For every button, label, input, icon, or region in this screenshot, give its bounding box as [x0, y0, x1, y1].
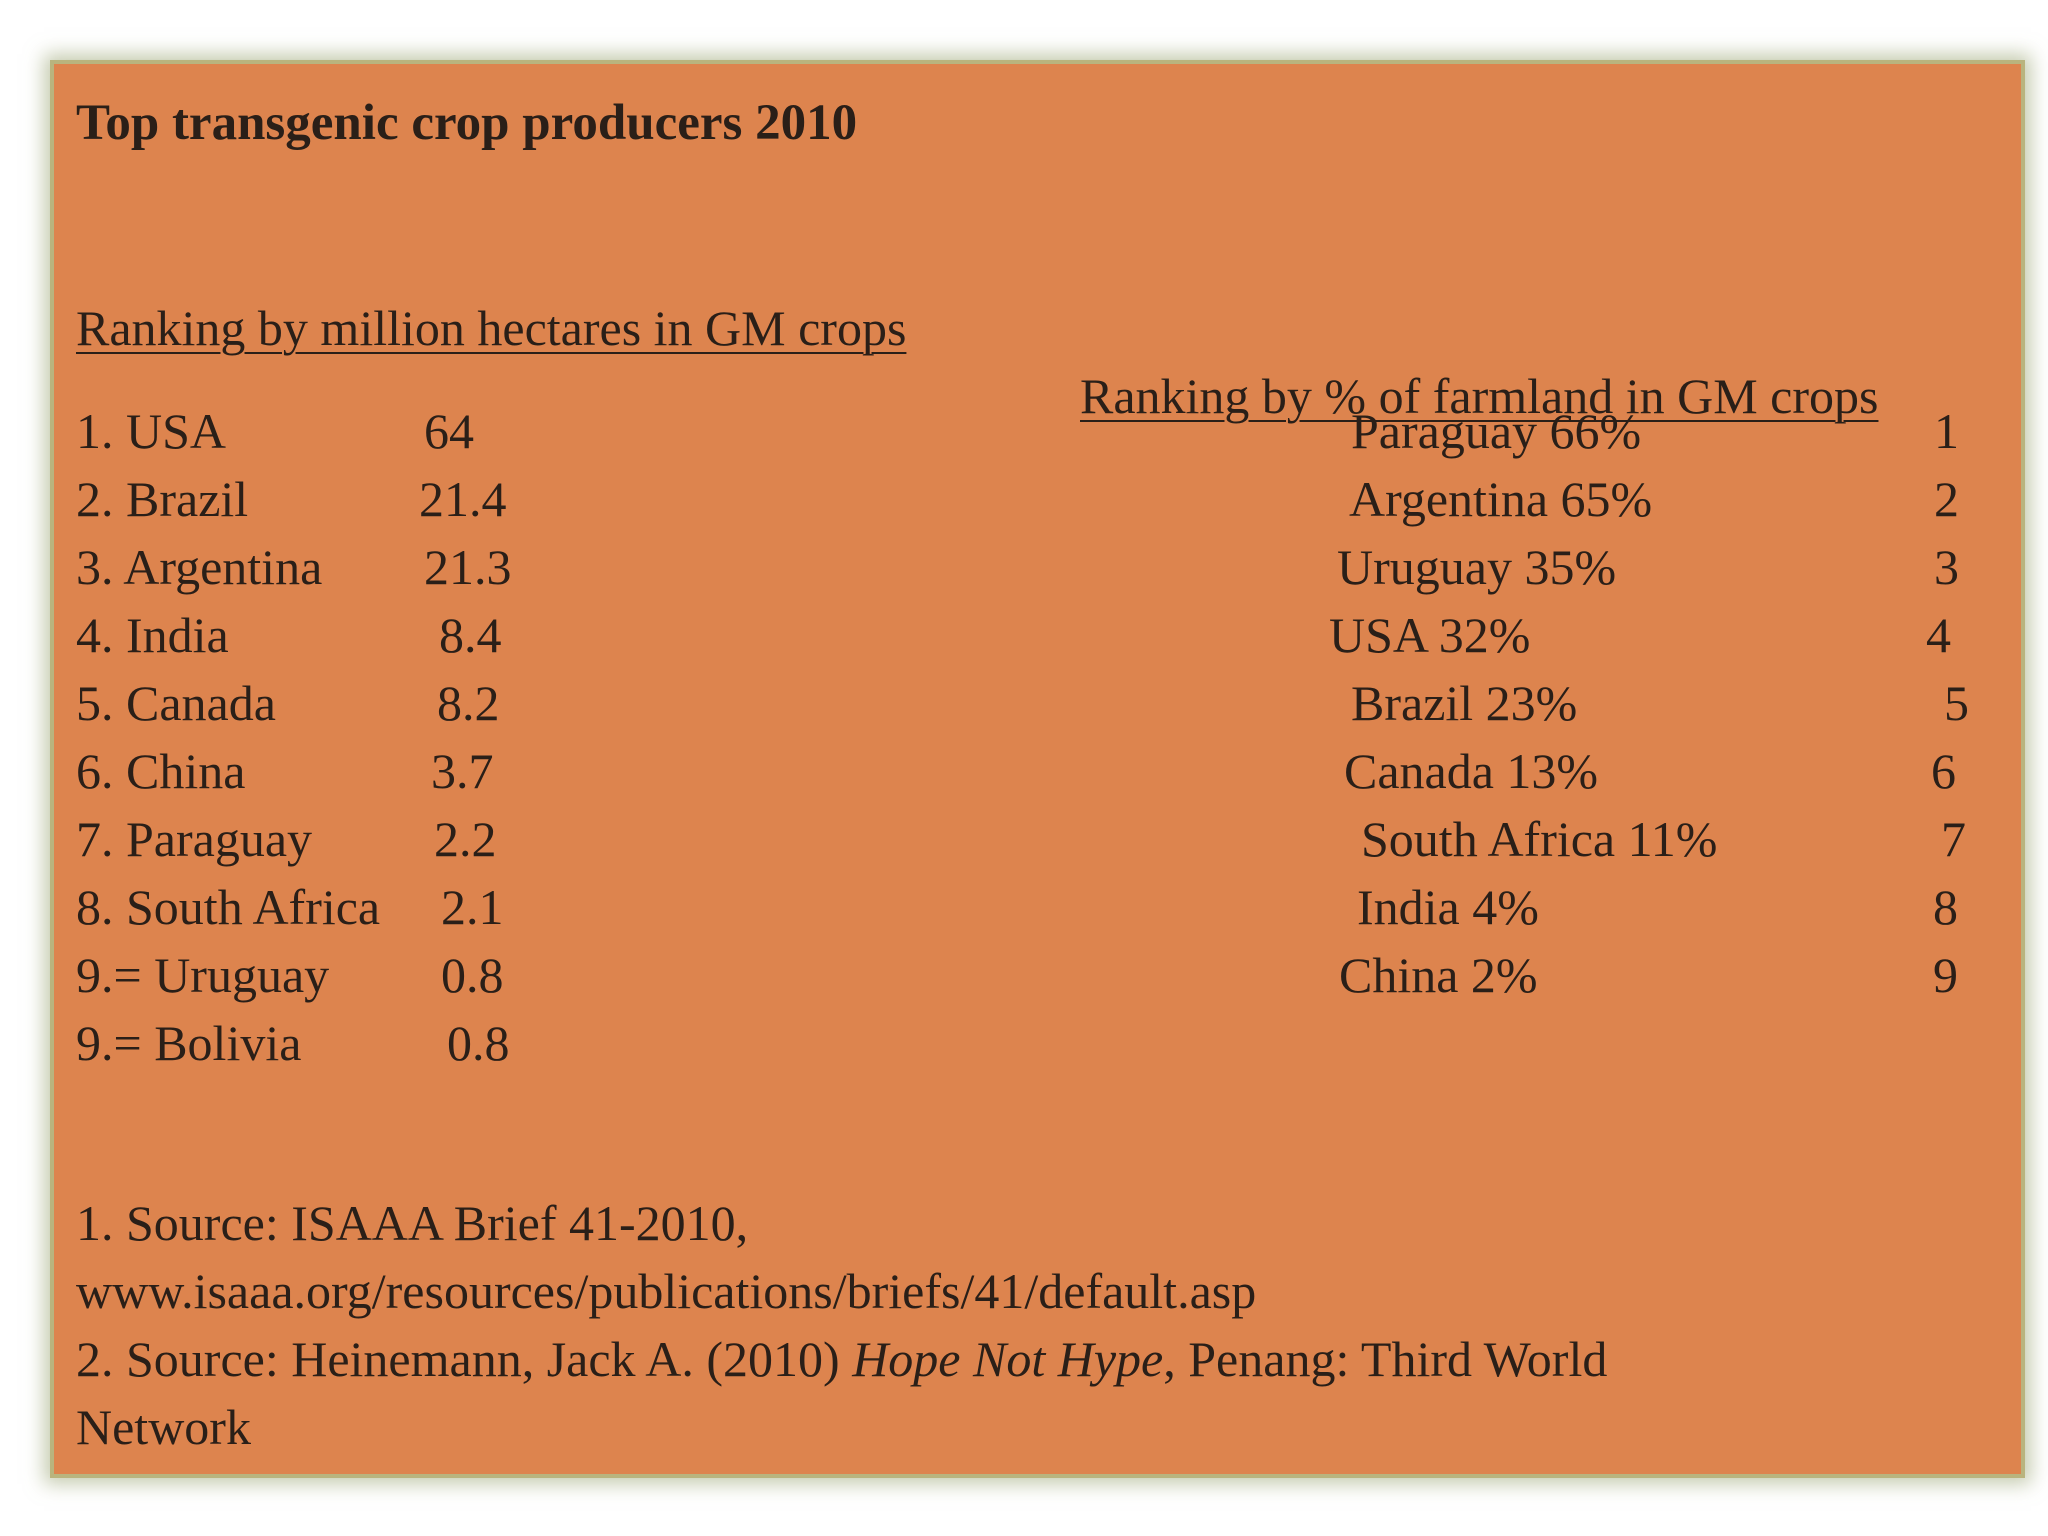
hectares-country: 6. China	[76, 743, 246, 799]
farmland-rank: 8	[1933, 879, 1958, 935]
hectares-country: 1. USA	[76, 403, 227, 459]
hectares-heading: Ranking by million hectares in GM crops	[76, 300, 907, 356]
hectares-country: 4. India	[76, 607, 229, 663]
source-line-3: 2. Source: Heinemann, Jack A. (2010) Hop…	[76, 1325, 1607, 1393]
hectares-value: 8.4	[439, 607, 502, 663]
hectares-value: 2.1	[441, 879, 504, 935]
farmland-country: South Africa 11%	[1361, 811, 1718, 867]
hectares-country: 3. Argentina	[76, 539, 323, 595]
farmland-country: India 4%	[1357, 879, 1539, 935]
farmland-rank: 4	[1926, 607, 1951, 663]
farmland-country: Paraguay 66%	[1351, 403, 1642, 459]
hectares-country: 9.= Uruguay	[76, 947, 330, 1003]
source-3-suffix: , Penang: Third World	[1163, 1331, 1608, 1387]
farmland-rank: 3	[1934, 539, 1959, 595]
source-3-prefix: 2. Source: Heinemann, Jack A. (2010)	[76, 1331, 853, 1387]
hectares-country: 8. South Africa	[76, 879, 381, 935]
hectares-value: 21.3	[424, 539, 512, 595]
source-line-4: Network	[76, 1399, 251, 1455]
hectares-value: 2.2	[434, 811, 497, 867]
hectares-country: 5. Canada	[76, 675, 276, 731]
hectares-value: 3.7	[431, 743, 494, 799]
farmland-country: Argentina 65%	[1349, 471, 1653, 527]
hectares-value: 0.8	[447, 1015, 510, 1071]
hectares-value: 8.2	[437, 675, 500, 731]
farmland-rank: 5	[1944, 675, 1969, 731]
farmland-rank: 1	[1934, 403, 1959, 459]
farmland-country: China 2%	[1339, 947, 1538, 1003]
hectares-country: 9.= Bolivia	[76, 1015, 302, 1071]
farmland-country: Brazil 23%	[1351, 675, 1578, 731]
hectares-country: 2. Brazil	[76, 471, 249, 527]
farmland-rank: 9	[1933, 947, 1958, 1003]
hectares-value: 64	[424, 403, 474, 459]
panel-title: Top transgenic crop producers 2010	[76, 95, 858, 151]
info-panel: Top transgenic crop producers 2010 Ranki…	[50, 60, 2025, 1478]
farmland-rank: 6	[1931, 743, 1956, 799]
source-3-book-title: Hope Not Hype	[852, 1331, 1164, 1387]
farmland-country: Uruguay 35%	[1337, 539, 1617, 595]
source-line-1: 1. Source: ISAAA Brief 41-2010,	[76, 1195, 749, 1251]
farmland-country: Canada 13%	[1344, 743, 1599, 799]
farmland-country: USA 32%	[1329, 607, 1531, 663]
farmland-heading: Ranking by % of farmland in GM crops	[1080, 368, 1879, 424]
hectares-country: 7. Paraguay	[76, 811, 313, 867]
source-line-2: www.isaaa.org/resources/publications/bri…	[76, 1263, 1257, 1319]
hectares-value: 0.8	[441, 947, 504, 1003]
farmland-rank: 2	[1934, 471, 1959, 527]
hectares-value: 21.4	[419, 471, 507, 527]
farmland-rank: 7	[1941, 811, 1966, 867]
